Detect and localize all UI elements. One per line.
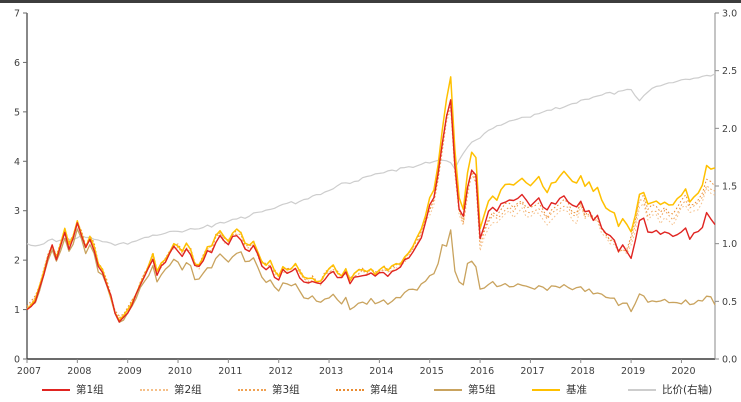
- window-top-border: [0, 0, 741, 3]
- legend-label: 第2组: [174, 384, 202, 396]
- legend-swatch-line-icon: [532, 389, 560, 391]
- chart-legend: 第1组 第2组 第3组 第4组 第5组 基准 比价(右轴): [0, 380, 741, 402]
- x-axis-tick-label: 2017: [520, 366, 544, 377]
- x-axis-tick-label: 2013: [319, 366, 343, 377]
- x-axis-tick-label: 2018: [571, 366, 595, 377]
- x-axis-tick-label: 2019: [621, 366, 645, 377]
- left-axis-tick-label: 5: [14, 107, 20, 118]
- right-axis-tick-label: 0.5: [722, 297, 737, 308]
- right-axis-tick-label: 1.5: [722, 182, 737, 193]
- legend-swatch-line-icon: [434, 389, 462, 391]
- legend-label: 第3组: [272, 384, 300, 396]
- series-第2组: [26, 108, 716, 318]
- legend-item-第5组: 第5组: [434, 383, 496, 397]
- legend-label: 比价(右轴): [662, 384, 713, 396]
- legend-label: 第1组: [76, 384, 104, 396]
- left-axis-tick-label: 3: [14, 206, 20, 217]
- left-axis-tick-label: 1: [14, 305, 20, 316]
- right-axis-tick-label: 3.0: [722, 9, 737, 20]
- x-axis-tick-label: 2014: [369, 366, 393, 377]
- left-axis-tick-label: 4: [14, 157, 20, 168]
- series-第4组: [26, 102, 716, 317]
- legend-label: 第5组: [468, 384, 496, 396]
- legend-swatch-dotted-line-icon: [140, 389, 168, 391]
- legend-item-第1组: 第1组: [42, 383, 104, 397]
- x-axis-tick-label: 2016: [470, 366, 494, 377]
- legend-item-基准: 基准: [532, 383, 587, 397]
- series-第1组: [26, 99, 716, 323]
- right-axis-tick-label: 2.0: [722, 124, 737, 135]
- x-axis-tick-label: 2011: [218, 366, 242, 377]
- left-axis-tick-label: 0: [14, 355, 20, 366]
- series-第5组: [26, 228, 716, 323]
- right-axis-tick-label: 2.5: [722, 66, 737, 77]
- x-axis-tick-label: 2007: [17, 366, 41, 377]
- line-chart: 0 1 2 3 4 5 6 7 0.0 0.5 1.0 1.5 2.0 2.5 3.0 2007 2008 200…: [14, 9, 737, 378]
- legend-swatch-line-icon: [628, 389, 656, 391]
- x-axis-tick-label: 2020: [671, 366, 695, 377]
- legend-swatch-line-icon: [42, 389, 70, 391]
- x-axis-tick-label: 2010: [168, 366, 192, 377]
- left-axis-tick-label: 2: [14, 256, 20, 267]
- right-axis-tick-label: 1.0: [722, 239, 737, 250]
- legend-item-比价(右轴): 比价(右轴): [628, 383, 712, 397]
- legend-swatch-dotted-line-icon: [336, 389, 364, 391]
- legend-label: 基准: [566, 384, 587, 396]
- legend-item-第2组: 第2组: [140, 383, 202, 397]
- legend-item-第3组: 第3组: [238, 383, 300, 397]
- legend-swatch-dotted-line-icon: [238, 389, 266, 391]
- legend-item-第4组: 第4组: [336, 383, 398, 397]
- x-axis-tick-label: 2012: [269, 366, 293, 377]
- series-比价(右轴): [26, 73, 716, 247]
- legend-label: 第4组: [370, 384, 398, 396]
- left-axis-tick-label: 7: [14, 9, 20, 20]
- x-axis-tick-label: 2008: [67, 366, 91, 377]
- right-axis-tick-label: 0.0: [722, 355, 737, 366]
- series-基准: [26, 76, 716, 322]
- x-axis-tick-label: 2015: [420, 366, 444, 377]
- x-axis-tick-label: 2009: [118, 366, 142, 377]
- left-axis-tick-label: 6: [14, 58, 20, 69]
